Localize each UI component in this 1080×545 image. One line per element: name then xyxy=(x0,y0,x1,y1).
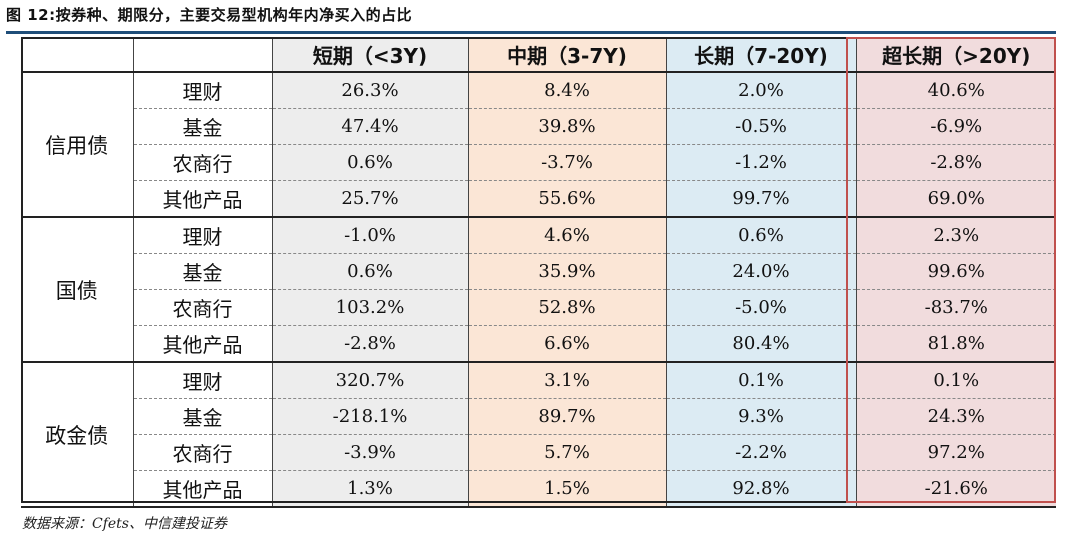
cell-long: -0.5% xyxy=(665,108,856,145)
header-short: 短期（<3Y) xyxy=(271,37,468,73)
row-label: 农商行 xyxy=(132,144,272,181)
cell-long: -5.0% xyxy=(665,289,856,326)
row-label: 基金 xyxy=(132,108,272,145)
cell-ultra: 24.3% xyxy=(855,398,1056,435)
cell-ultra: -21.6% xyxy=(855,470,1056,508)
cell-long: 92.8% xyxy=(665,470,856,508)
table-row: 农商行 -3.9% 5.7% -2.2% 97.2% xyxy=(21,434,1056,471)
cell-mid: 35.9% xyxy=(467,253,666,290)
row-label: 基金 xyxy=(132,398,272,435)
cell-long: 0.6% xyxy=(665,217,856,254)
table-row: 其他产品 25.7% 55.6% 99.7% 69.0% xyxy=(21,180,1056,218)
cell-short: 1.3% xyxy=(271,470,468,508)
cell-short: 47.4% xyxy=(271,108,468,145)
cell-mid: 55.6% xyxy=(467,180,666,218)
figure-title: 图 12:按券种、期限分，主要交易型机构年内净买入的占比 xyxy=(6,6,413,24)
cell-short: 26.3% xyxy=(271,72,468,109)
header-ultra: 超长期（>20Y) xyxy=(855,37,1056,73)
group-label: 政金债 xyxy=(21,362,133,508)
cell-mid: 52.8% xyxy=(467,289,666,326)
cell-long: -2.2% xyxy=(665,434,856,471)
cell-short: -3.9% xyxy=(271,434,468,471)
cell-ultra: -6.9% xyxy=(855,108,1056,145)
header-row: 短期（<3Y) 中期（3-7Y) 长期（7-20Y) 超长期（>20Y) xyxy=(21,37,1056,73)
cell-mid: -3.7% xyxy=(467,144,666,181)
row-label: 基金 xyxy=(132,253,272,290)
row-label: 理财 xyxy=(132,217,272,254)
cell-short: 0.6% xyxy=(271,253,468,290)
cell-short: -2.8% xyxy=(271,325,468,363)
cell-short: -1.0% xyxy=(271,217,468,254)
row-label: 农商行 xyxy=(132,289,272,326)
row-label: 农商行 xyxy=(132,434,272,471)
row-label: 其他产品 xyxy=(132,180,272,218)
group-label: 信用债 xyxy=(21,72,133,218)
cell-ultra: 97.2% xyxy=(855,434,1056,471)
cell-short: 25.7% xyxy=(271,180,468,218)
header-blank-group xyxy=(21,37,133,73)
cell-mid: 5.7% xyxy=(467,434,666,471)
cell-ultra: -83.7% xyxy=(855,289,1056,326)
header-long: 长期（7-20Y) xyxy=(665,37,856,73)
cell-ultra: 81.8% xyxy=(855,325,1056,363)
cell-short: 103.2% xyxy=(271,289,468,326)
net-buy-table: 短期（<3Y) 中期（3-7Y) 长期（7-20Y) 超长期（>20Y) 信用债… xyxy=(21,37,1056,508)
table-row: 农商行 0.6% -3.7% -1.2% -2.8% xyxy=(21,144,1056,181)
cell-mid: 89.7% xyxy=(467,398,666,435)
cell-long: 24.0% xyxy=(665,253,856,290)
table-row: 政金债 理财 320.7% 3.1% 0.1% 0.1% xyxy=(21,362,1056,508)
table-row: 基金 0.6% 35.9% 24.0% 99.6% xyxy=(21,253,1056,290)
cell-ultra: 0.1% xyxy=(855,362,1056,399)
row-label: 其他产品 xyxy=(132,470,272,508)
table-row: 其他产品 1.3% 1.5% 92.8% -21.6% xyxy=(21,470,1056,508)
table-row: 基金 -218.1% 89.7% 9.3% 24.3% xyxy=(21,398,1056,435)
row-label: 理财 xyxy=(132,72,272,109)
cell-long: -1.2% xyxy=(665,144,856,181)
cell-long: 99.7% xyxy=(665,180,856,218)
header-blank-sub xyxy=(132,37,272,73)
cell-short: -218.1% xyxy=(271,398,468,435)
cell-long: 9.3% xyxy=(665,398,856,435)
cell-mid: 4.6% xyxy=(467,217,666,254)
header-mid: 中期（3-7Y) xyxy=(467,37,666,73)
cell-short: 320.7% xyxy=(271,362,468,399)
row-label: 理财 xyxy=(132,362,272,399)
table-row: 其他产品 -2.8% 6.6% 80.4% 81.8% xyxy=(21,325,1056,363)
cell-mid: 8.4% xyxy=(467,72,666,109)
cell-short: 0.6% xyxy=(271,144,468,181)
table-row: 基金 47.4% 39.8% -0.5% -6.9% xyxy=(21,108,1056,145)
cell-ultra: 2.3% xyxy=(855,217,1056,254)
table-row: 农商行 103.2% 52.8% -5.0% -83.7% xyxy=(21,289,1056,326)
cell-mid: 6.6% xyxy=(467,325,666,363)
cell-ultra: 69.0% xyxy=(855,180,1056,218)
cell-long: 80.4% xyxy=(665,325,856,363)
table-row: 信用债 理财 26.3% 8.4% 2.0% 40.6% xyxy=(21,72,1056,218)
cell-long: 0.1% xyxy=(665,362,856,399)
cell-mid: 1.5% xyxy=(467,470,666,508)
cell-long: 2.0% xyxy=(665,72,856,109)
table-row: 国债 理财 -1.0% 4.6% 0.6% 2.3% xyxy=(21,217,1056,363)
group-label: 国债 xyxy=(21,217,133,363)
cell-ultra: 40.6% xyxy=(855,72,1056,109)
source-note: 数据来源：Cfets、中信建投证券 xyxy=(22,516,227,532)
cell-mid: 3.1% xyxy=(467,362,666,399)
cell-ultra: 99.6% xyxy=(855,253,1056,290)
cell-mid: 39.8% xyxy=(467,108,666,145)
title-rule xyxy=(6,31,1056,34)
row-label: 其他产品 xyxy=(132,325,272,363)
cell-ultra: -2.8% xyxy=(855,144,1056,181)
